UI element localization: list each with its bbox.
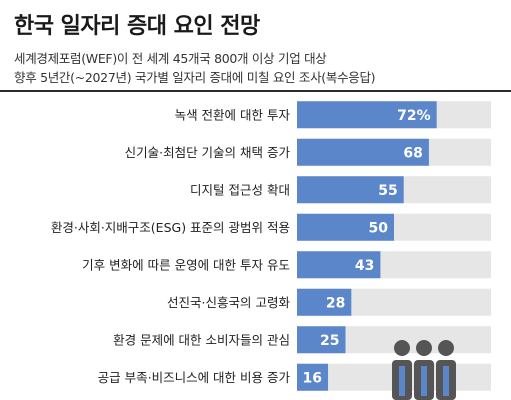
chart-subtitle-line2: 향후 5년간(~2027년) 국가별 일자리 증대에 미칠 요인 조사(복수응답…	[14, 70, 376, 85]
bar	[297, 251, 381, 279]
header-rule	[0, 90, 511, 92]
data-label: 55	[378, 183, 397, 199]
bar	[297, 101, 437, 129]
chart-title: 한국 일자리 증대 요인 전망	[14, 14, 260, 39]
category-label: 환경·사회·지배구조(ESG) 표준의 광범위 적용	[51, 220, 290, 235]
data-label: 68	[403, 145, 422, 161]
category-label: 공급 부족·비즈니스에 대한 비용 증가	[98, 370, 291, 385]
people-group-icon	[392, 340, 456, 400]
category-label: 기후 변화에 따른 운영에 대한 투자 유도	[82, 257, 290, 272]
data-label: 72%	[397, 108, 431, 124]
data-label: 25	[320, 333, 339, 349]
data-label: 50	[369, 220, 389, 236]
bar	[297, 363, 329, 391]
bar	[297, 138, 429, 166]
bar	[297, 326, 346, 354]
bar	[297, 213, 394, 241]
category-label: 신기술·최첨단 기술의 채택 증가	[125, 145, 291, 160]
category-label: 녹색 전환에 대한 투자	[175, 107, 291, 122]
data-label: 43	[355, 258, 374, 274]
chart-subtitle-line1: 세계경제포럼(WEF)이 전 세계 45개국 800개 이상 기업 대상	[14, 51, 327, 66]
category-label: 선진국·신흥국의 고령화	[167, 295, 290, 310]
data-label: 28	[326, 295, 345, 311]
bar	[297, 288, 352, 316]
data-label: 16	[303, 370, 322, 386]
category-label: 디지털 접근성 확대	[190, 182, 290, 197]
bar	[297, 176, 404, 204]
category-label: 환경 문제에 대한 소비자들의 관심	[113, 332, 290, 347]
